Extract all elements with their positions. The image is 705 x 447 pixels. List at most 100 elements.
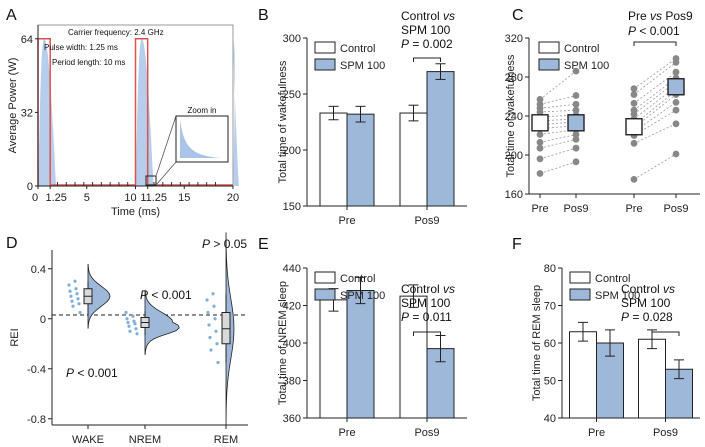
panel-c-y-label: Total time of wakefulness (505, 54, 517, 177)
panel-c-point (672, 120, 680, 128)
panel-a-zoom-marker (145, 175, 157, 186)
panel-c-mean-box (625, 118, 643, 136)
panel-c-point (536, 144, 544, 152)
panel-a-xtick-label: 5 (84, 192, 90, 204)
panel-c-point (572, 92, 580, 99)
panel-c-pair-line-spm (633, 153, 677, 180)
panel-c-point (572, 144, 580, 152)
panel-c-label: C (512, 7, 524, 24)
panel-f-label: F (512, 236, 522, 253)
panel-d-point (208, 335, 212, 340)
panel-d-ytick-label: 0.4 (31, 264, 46, 276)
panel-e-annotation-2: P = 0.011 (401, 310, 452, 324)
panel-a-ytick-label: 0 (27, 181, 33, 193)
panel-d-point (71, 304, 75, 308)
panel-e-label: E (258, 236, 269, 253)
panel-b-significance-bracket (413, 57, 441, 62)
panel-e-bar-control-pre (319, 299, 348, 419)
panel-d-point (70, 299, 74, 303)
panel-d-point (216, 360, 220, 365)
panel-d-label: D (6, 235, 18, 252)
panel-d-point (77, 302, 81, 306)
panel-c-point (536, 155, 544, 163)
panel-c-pair-line-spm (633, 71, 677, 104)
panel-b-ytick-label: 300 (283, 33, 301, 45)
panel-f-legend-swatch-1 (569, 288, 591, 301)
panel-a-annotation-pulse-width: Pulse width: 1.25 ms (44, 43, 118, 52)
panel-c-point (630, 106, 638, 114)
panel-d-y-label: REI (9, 328, 21, 346)
panel-d-point (205, 298, 209, 302)
panel-a-pulse-0 (38, 38, 57, 186)
panel-c-point (536, 96, 544, 103)
panel-a-annotation-period: Period length: 10 ms (52, 58, 125, 67)
panel-b-ytick-label: 250 (283, 89, 301, 101)
panel-c-point (672, 106, 680, 114)
panel-d-annotation-rem: P > 0.05 (202, 237, 247, 251)
panel-c-pair-line-control (539, 70, 577, 100)
panel-c-annotation-1: P < 0.001 (628, 24, 680, 38)
panel-d-point (67, 283, 71, 287)
panel-d-ytick-label: -0.8 (27, 414, 46, 426)
panel-f-ytick-label: 60 (544, 338, 556, 350)
panel-d-point (124, 310, 128, 315)
panel-d-point (131, 314, 135, 318)
panel-b-bar-control-pos9 (399, 112, 428, 207)
panel-f-annotation-1: SPM 100 (621, 296, 671, 310)
panel-e-y-label: Total time of NREM sleep (277, 281, 289, 405)
panel-b-label: B (258, 7, 269, 24)
panel-a-ytick-label: 64 (21, 34, 33, 46)
panel-b-legend-label-1: SPM 100 (340, 60, 385, 72)
panel-a-xtick-label: 0 (32, 192, 38, 204)
panel-c-pair-line-control (539, 103, 577, 109)
panel-b-y-label: Total time of wakefulness (277, 60, 289, 183)
panel-c-pair-line-control (539, 109, 577, 113)
panel-b-bar-control-pre (319, 112, 348, 207)
panel-e-ytick-label: 360 (283, 413, 301, 425)
panel-c-mean-box (567, 114, 585, 132)
panel-d-point (78, 310, 82, 315)
panel-d-box (221, 312, 231, 345)
panel-f-ytick-label: 50 (544, 376, 556, 388)
panel-f-ytick-label: 40 (544, 413, 556, 425)
panel-d-point (135, 332, 139, 336)
panel-c-mean-box (667, 78, 685, 96)
panel-f-bar-control-pos9 (638, 338, 666, 419)
panel-c-point (672, 55, 680, 62)
panel-f-significance-bracket (651, 331, 680, 336)
panel-c-legend-label-0: Control (564, 43, 599, 55)
panel-e-annotation-1: SPM 100 (401, 296, 451, 310)
panel-a-annotation-carrier: Carrier frequency: 2.4 GHz (68, 28, 164, 37)
panel-c-point (572, 67, 580, 75)
panel-e-bar-spm-100-pre (346, 290, 375, 419)
panel-c-point (672, 150, 680, 158)
panel-e-legend-label-1: SPM 100 (340, 290, 385, 302)
panel-d-point (207, 323, 211, 327)
panel-b-legend-swatch-0 (314, 41, 336, 54)
panel-c-point (672, 98, 680, 106)
panel-d-point (209, 348, 213, 352)
panel-b-annotation-2: P = 0.002 (401, 37, 453, 51)
panel-d-point (73, 279, 77, 283)
panel-b-bar-spm-100-pos9 (426, 71, 455, 207)
panel-b-bar-spm-100-pre (346, 113, 375, 207)
panel-c-xtick-label: Pre (625, 203, 642, 215)
panel-f-ytick-label: 80 (544, 263, 556, 275)
panel-d-point (126, 320, 130, 325)
panel-c-point (572, 100, 580, 108)
panel-d-point (213, 317, 217, 321)
panel-c-xtick-label: Pre (531, 203, 548, 215)
panel-d-point (68, 289, 72, 293)
panel-c-ytick-label: 280 (505, 72, 523, 84)
panel-d-point (206, 310, 210, 315)
panel-d-point (76, 297, 80, 301)
panel-e-significance-bracket (413, 331, 441, 336)
panel-c-ytick-label: 200 (505, 150, 523, 162)
panel-d-ytick-label: 0 (40, 314, 46, 326)
panel-b-annotation-0: Control vs (401, 9, 455, 23)
panel-d-point (212, 304, 216, 308)
panel-a-xtick-label: 20 (227, 192, 239, 204)
panel-c-point (630, 91, 638, 98)
panel-a-ytick-label: 32 (21, 107, 33, 119)
panel-c-pair-line-spm (633, 62, 677, 95)
